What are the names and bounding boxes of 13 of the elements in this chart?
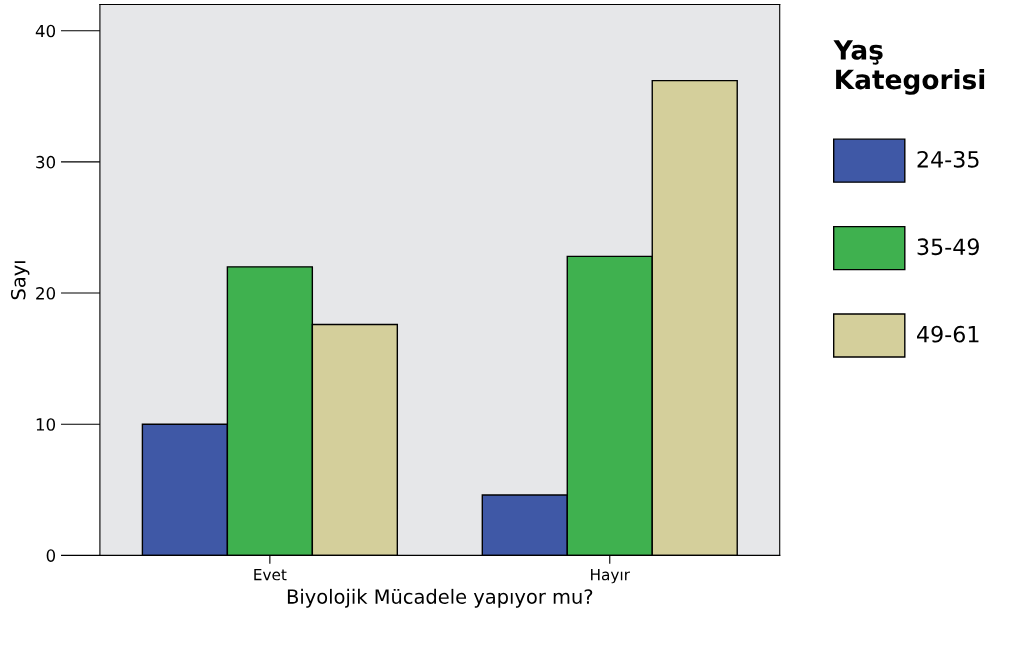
y-tick-label: 20 — [36, 287, 56, 300]
legend-label: 49-61 — [917, 325, 979, 343]
y-tick-label: 0 — [46, 549, 56, 562]
y-tick-label: 30 — [36, 155, 56, 169]
y-axis-title: Sayı — [10, 261, 30, 300]
y-tick-label: 10 — [36, 418, 56, 431]
legend-label: 24-35 — [917, 150, 979, 168]
y-tick-label: 40 — [35, 24, 56, 38]
legend-title: Yaş Kategorisi — [833, 40, 985, 95]
x-tick-label: Evet — [254, 569, 287, 581]
x-tick-label: Hayır — [591, 569, 630, 584]
legend-label: 35-49 — [917, 238, 979, 256]
x-axis-title: Biyolojik Mücadele yapıyor mu? — [287, 588, 593, 608]
